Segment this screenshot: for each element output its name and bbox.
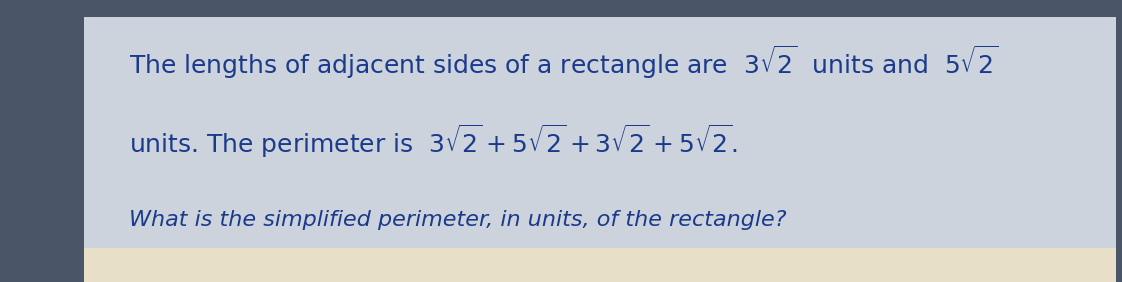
Text: The lengths of adjacent sides of a rectangle are  $3\sqrt{2}$  units and  $5\sqr: The lengths of adjacent sides of a recta…: [129, 43, 999, 81]
Bar: [84, 17, 1116, 248]
Text: units. The perimeter is  $3\sqrt{2}+5\sqrt{2}+3\sqrt{2}+5\sqrt{2}$.: units. The perimeter is $3\sqrt{2}+5\sqr…: [129, 122, 738, 160]
Text: What is the simplified perimeter, in units, of the rectangle?: What is the simplified perimeter, in uni…: [129, 210, 787, 230]
Bar: [84, 248, 1116, 282]
